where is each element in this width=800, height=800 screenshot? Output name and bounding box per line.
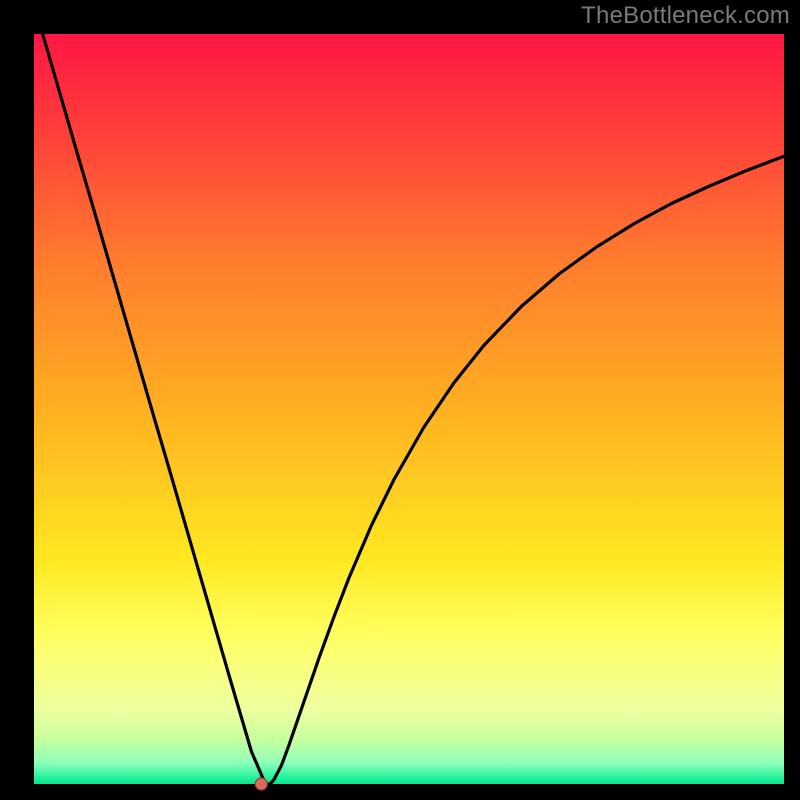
watermark-label: TheBottleneck.com — [581, 2, 790, 30]
chart-stage: TheBottleneck.com — [0, 0, 800, 800]
plot-background — [34, 34, 784, 784]
chart-svg — [0, 0, 800, 800]
optimal-marker — [255, 778, 267, 790]
